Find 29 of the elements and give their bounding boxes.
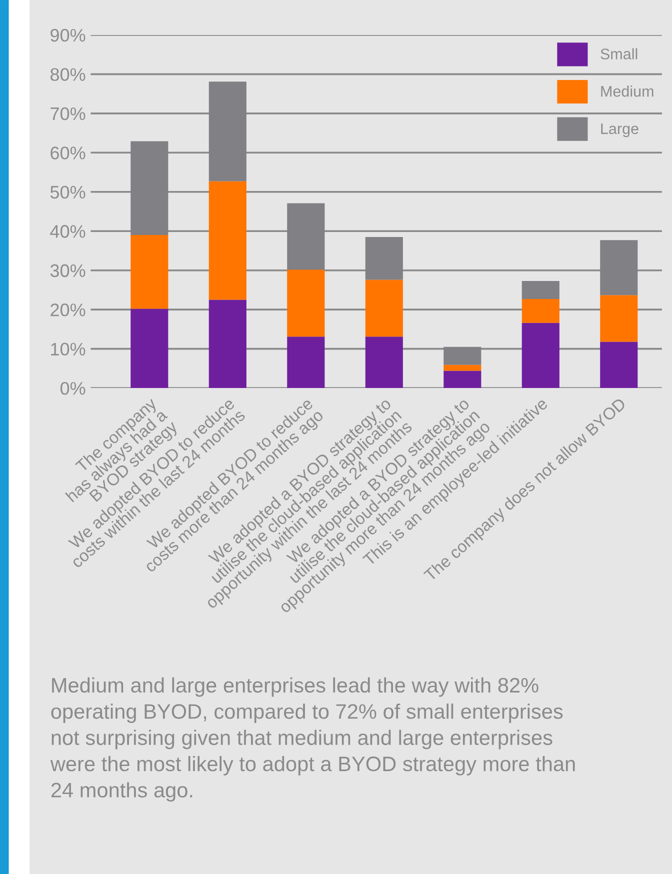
bar: [444, 370, 482, 388]
bar: [208, 181, 246, 300]
bar: [522, 280, 560, 299]
bar: [130, 235, 168, 309]
y-tick-label: 60%: [50, 146, 86, 160]
bar: [522, 322, 560, 388]
bar: [365, 336, 403, 388]
y-tick-label: 90%: [50, 28, 86, 42]
y-tick-label: 20%: [50, 304, 86, 316]
bar: [365, 280, 403, 337]
text: Medium and large enterprises lead the way with 82% operating BYOD, compared to 72% of small enterprises not surprising given that medium and large enterprises were the most likely to adopt a BYOD strategy more than 24 months ago.: [50, 677, 575, 802]
y-tick-label: 80%: [50, 68, 86, 81]
legend-label: Medium: [601, 86, 654, 97]
bar: [130, 308, 168, 388]
bar: [444, 364, 482, 371]
y-tick-label: 40%: [50, 225, 86, 238]
y-tick-label: 10%: [51, 342, 86, 356]
y-tick-label: 0%: [60, 382, 86, 395]
bar: [287, 270, 325, 337]
bar: [208, 300, 246, 388]
bar: [522, 298, 560, 323]
bar: [600, 342, 638, 388]
y-tick-label: 30%: [50, 264, 86, 278]
y-tick-label: 70%: [50, 107, 86, 120]
legend-label: Small: [600, 48, 638, 60]
legend-label: Large: [601, 123, 638, 138]
bar: [600, 295, 638, 342]
bar: [287, 336, 325, 388]
y-tick-label: 50%: [50, 186, 86, 199]
